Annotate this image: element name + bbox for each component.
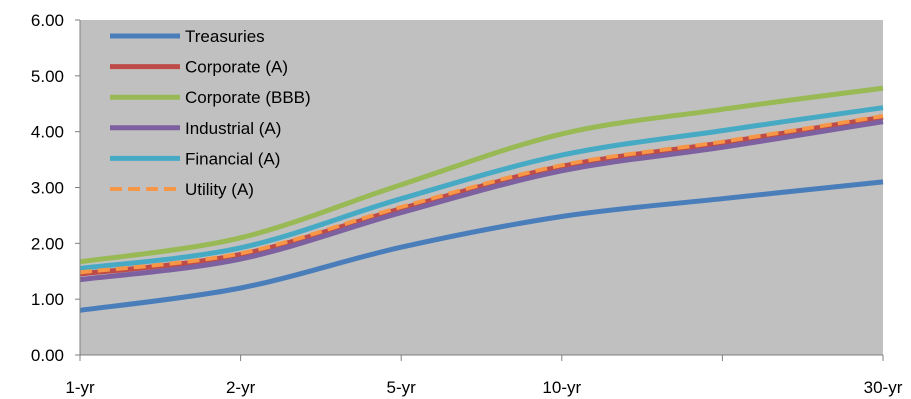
y-tick-label: 5.00 <box>31 67 64 86</box>
series-line-industrial-a <box>79 119 884 283</box>
legend-label-financial-a: Financial (A) <box>185 149 280 168</box>
legend-label-industrial-a: Industrial (A) <box>185 119 281 138</box>
y-tick-label: 0.00 <box>31 346 64 365</box>
legend: Treasuries Corporate (A) Corporate (BBB) In… <box>110 27 311 199</box>
legend-label-corporate-a: Corporate (A) <box>185 58 288 77</box>
y-tick-label: 4.00 <box>31 123 64 142</box>
axis-layer: 0.00 1.00 2.00 3.00 4.00 5.00 6.00 1-yr 2-yr 5-yr… <box>31 11 903 397</box>
x-tick-label: 30-yr <box>864 378 903 397</box>
series-layer <box>79 85 884 313</box>
y-tick-label: 2.00 <box>31 234 64 253</box>
y-tick-label: 1.00 <box>31 290 64 309</box>
x-tick-label: 2-yr <box>226 378 256 397</box>
legend-label-corporate-bbb: Corporate (BBB) <box>185 88 311 107</box>
series-line-corporate-bbb <box>79 85 884 265</box>
x-tick-label: 10-yr <box>542 378 581 397</box>
series-line-financial-a <box>79 105 884 271</box>
x-tick-label: 5-yr <box>387 378 417 397</box>
y-tick-label: 6.00 <box>31 11 64 30</box>
series-line-treasuries <box>79 179 884 313</box>
y-tick-label: 3.00 <box>31 179 64 198</box>
series-line-utility-a <box>79 114 884 275</box>
legend-label-utility-a: Utility (A) <box>185 180 254 199</box>
legend-label-treasuries: Treasuries <box>185 27 265 46</box>
x-tick-label: 1-yr <box>65 378 95 397</box>
